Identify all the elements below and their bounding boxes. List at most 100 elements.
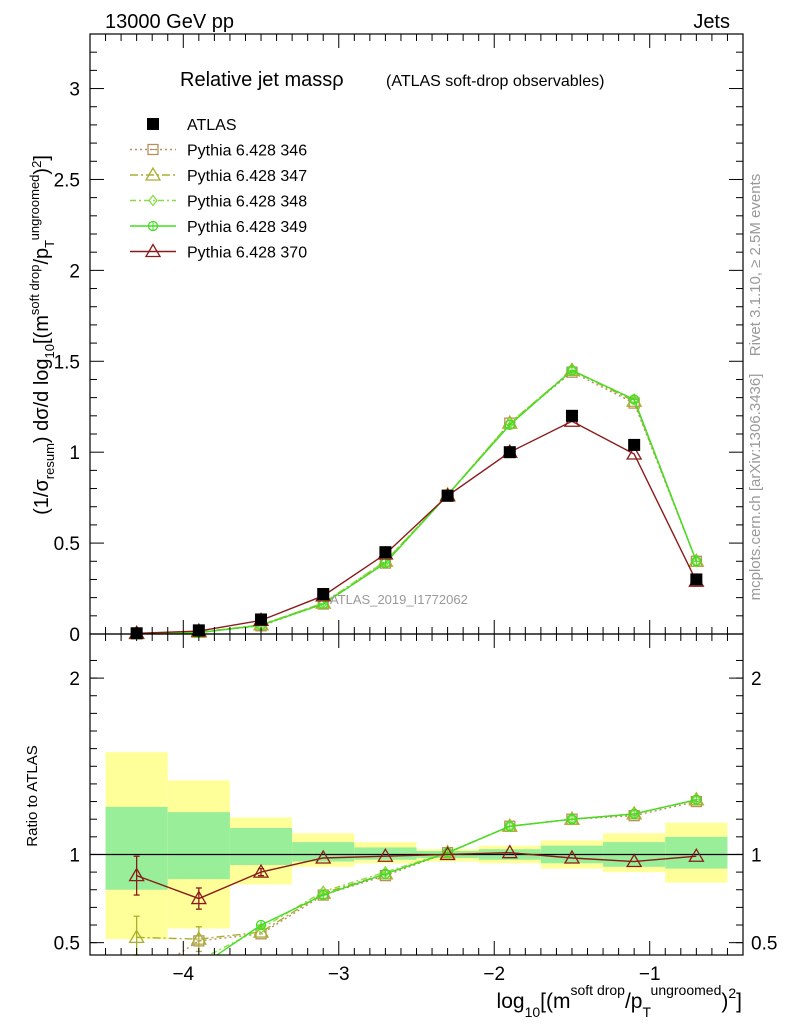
- axes: 0 0.5 1 1.5 2 2.5 3 −4 −3 −2 −1 0.5 0.5 1 1 2 2: [54, 33, 777, 985]
- x-label-sub: T: [642, 1004, 651, 1020]
- legend-marker: [144, 166, 162, 181]
- marker-square: [690, 573, 703, 586]
- ratio-point: [504, 821, 515, 832]
- marker-triangle: [377, 847, 394, 862]
- data-point: [503, 446, 516, 459]
- legend-label: Pythia 6.428 349: [187, 219, 307, 236]
- ratio-point: [190, 890, 207, 905]
- ratio-point: [377, 847, 394, 862]
- x-label-part: /p: [625, 990, 643, 1013]
- x-tick-label: −1: [639, 964, 661, 985]
- data-point: [317, 588, 330, 600]
- x-label-sup: ungroomed: [651, 982, 722, 998]
- data-point: [379, 546, 392, 559]
- x-tick-label: −4: [172, 964, 194, 985]
- marker-triangle: [563, 849, 581, 864]
- data-point: [380, 557, 391, 569]
- marker-triangle: [144, 243, 162, 258]
- ratio-point: [563, 849, 581, 864]
- y-tick-label: 0.5: [54, 534, 80, 555]
- ratio-y-tick-label-right: 0.5: [751, 934, 777, 955]
- x-axis-label: log10[(msoft drop/pTungroomed)2]: [497, 982, 742, 1020]
- ratio-point: [626, 853, 643, 868]
- rivet-version-label: Rivet 3.1.10, ≥ 2.5M events: [747, 174, 764, 357]
- inner-band: [167, 812, 230, 880]
- inner-band: [229, 828, 293, 866]
- ratio-y-tick-label-right: 2: [751, 669, 762, 690]
- x-label-part: [(m: [540, 990, 570, 1013]
- ratio-uncertainty-bands: [90, 752, 743, 940]
- legend-label: Pythia 6.428 347: [187, 168, 307, 185]
- y-label-sub: resum: [42, 443, 57, 479]
- y-label-part: ]: [31, 155, 53, 161]
- x-label-sup: 2: [728, 985, 736, 1001]
- x-label-sup: soft drop: [570, 982, 625, 998]
- ratio-point: [252, 863, 270, 878]
- y-label-part: /p: [31, 248, 53, 265]
- marker-square: [565, 409, 578, 422]
- marker-triangle: [190, 930, 207, 945]
- y-label-sup: ungroomed: [27, 175, 42, 241]
- y-label-sub: 10: [42, 344, 57, 358]
- ratio-y-tick-label: 2: [69, 669, 80, 690]
- chart-title: Relative jet massρ: [180, 69, 344, 91]
- ratio-point: [501, 844, 518, 859]
- x-tick-label: −2: [483, 964, 505, 985]
- marker-triangle: [626, 445, 643, 460]
- data-point: [441, 489, 454, 502]
- legend-entry: ATLAS: [147, 117, 237, 134]
- x-label-sub: 10: [525, 1004, 541, 1020]
- marker-triangle: [501, 844, 518, 859]
- marker-triangle: [688, 847, 705, 862]
- data-point: [255, 613, 268, 626]
- ratio-point: [315, 849, 332, 864]
- marker-square: [317, 588, 330, 600]
- legend-entry: Pythia 6.428 370: [130, 243, 307, 262]
- ratio-point: [566, 814, 578, 825]
- ratio-point: [629, 808, 640, 820]
- analysis-watermark: ATLAS_2019_I1772062: [330, 592, 468, 607]
- marker-triangle: [128, 929, 145, 944]
- ratio-point: [688, 847, 705, 862]
- y-tick-label: 1: [69, 443, 80, 464]
- y-label-sub: T: [42, 240, 57, 248]
- data-point: [691, 556, 702, 567]
- legend-entry: Pythia 6.428 346: [130, 143, 307, 160]
- y-label-part: (1/σ: [31, 479, 53, 515]
- x-label-part: ]: [736, 990, 742, 1013]
- legend-marker: [147, 143, 159, 156]
- ratio-y-tick-label: 1: [69, 845, 80, 866]
- y-tick-label: 2.5: [54, 170, 80, 191]
- y-label-part: [(m: [31, 315, 53, 344]
- legend-marker: [148, 194, 158, 207]
- mcplots-label: mcplots.cern.ch [arXiv:1306.3436]: [747, 374, 764, 601]
- series-line: [136, 420, 697, 634]
- legend-label: ATLAS: [187, 117, 237, 134]
- y-label-sup: 2: [29, 161, 44, 168]
- y-tick-label: 2: [69, 261, 80, 282]
- inner-band: [665, 836, 728, 869]
- ratio-point: [318, 889, 329, 901]
- data-point: [626, 445, 643, 460]
- legend-label: Pythia 6.428 348: [187, 194, 307, 211]
- marker-diamond: [148, 194, 158, 207]
- legend-label: Pythia 6.428 370: [187, 245, 307, 262]
- y-label-part: ) dσ/d log: [31, 358, 53, 443]
- ratio-series-pythia-6-428-370: [128, 844, 705, 910]
- data-point: [565, 409, 578, 422]
- marker-triangle: [190, 890, 207, 905]
- ratio-y-axis-label: Ratio to ATLAS: [24, 745, 41, 846]
- legend-entry: Pythia 6.428 349: [130, 219, 307, 236]
- data-point: [504, 419, 515, 431]
- ratio-point: [380, 868, 391, 880]
- y-label-sup: soft drop: [27, 265, 42, 316]
- x-label-part: log: [497, 990, 525, 1013]
- top-chart-title: Relative jet massρ (ATLAS soft-drop obse…: [180, 69, 604, 91]
- header-left-label: 13000 GeV pp: [105, 11, 234, 33]
- marker-triangle: [626, 853, 643, 868]
- marker-square: [147, 143, 159, 156]
- marker-square: [147, 118, 159, 130]
- data-point: [566, 365, 578, 376]
- ratio-y-tick-label: 0.5: [54, 934, 80, 955]
